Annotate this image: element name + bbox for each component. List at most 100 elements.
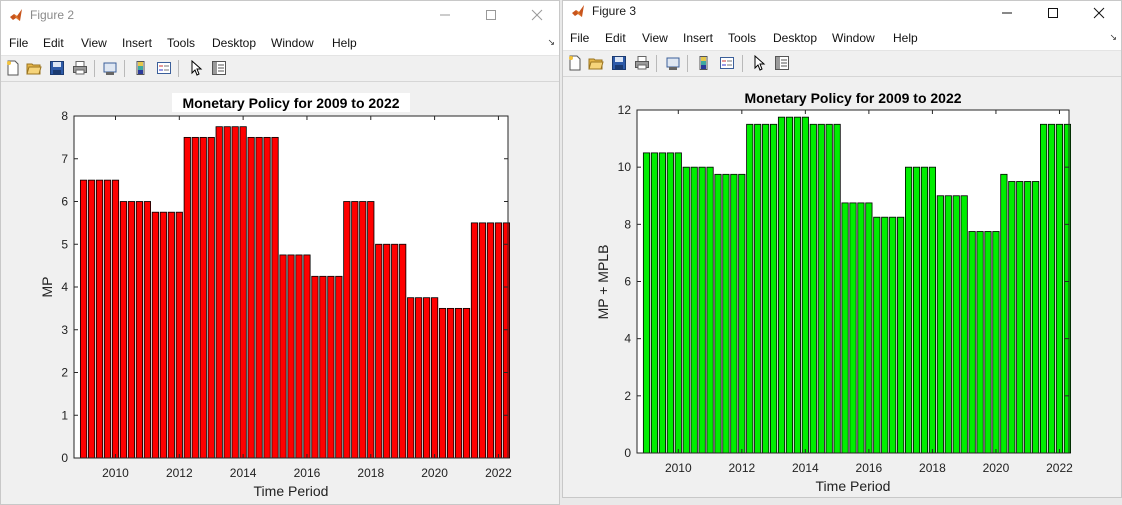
menu-bar: File Edit View Insert Tools Desktop Wind…	[1, 29, 559, 56]
insert-colorbar-button[interactable]	[695, 54, 713, 72]
bar	[706, 166, 714, 454]
edit-plot-button[interactable]	[750, 54, 768, 72]
save-disk-icon	[612, 56, 626, 70]
figure-2-window: Figure 2 File Edit View Insert Tools Des…	[0, 0, 560, 505]
bar	[494, 222, 503, 459]
close-button[interactable]	[1076, 1, 1121, 24]
link-plot-button[interactable]	[101, 59, 119, 77]
print-button[interactable]	[71, 59, 89, 77]
menu-desktop[interactable]: Desktop	[212, 36, 257, 50]
bar	[905, 166, 913, 454]
x-tick-label: 2014	[230, 466, 257, 480]
bar	[367, 201, 375, 459]
menu-file[interactable]: File	[9, 36, 29, 50]
y-tick-label: 6	[61, 195, 68, 209]
insert-legend-button[interactable]	[155, 59, 173, 77]
bar	[287, 254, 295, 459]
bar	[809, 123, 817, 454]
bar	[303, 254, 311, 459]
menu-tools[interactable]: Tools	[728, 31, 757, 45]
bar	[984, 231, 992, 454]
close-icon	[1093, 7, 1105, 18]
bar	[231, 126, 239, 459]
bar	[135, 201, 144, 459]
new-figure-button[interactable]	[4, 59, 22, 77]
close-button[interactable]	[514, 1, 559, 29]
print-button[interactable]	[633, 54, 651, 72]
bar	[462, 307, 471, 459]
insert-colorbar-button[interactable]	[132, 59, 150, 77]
menu-edit[interactable]: Edit	[605, 31, 626, 45]
open-file-button[interactable]	[25, 59, 43, 77]
y-tick-label: 5	[61, 237, 68, 251]
open-folder-icon	[26, 63, 42, 75]
bar	[327, 275, 335, 459]
maximize-button[interactable]	[468, 1, 514, 29]
property-editor-icon	[775, 56, 789, 70]
menu-edit[interactable]: Edit	[43, 36, 64, 50]
save-button[interactable]	[610, 54, 628, 72]
bar	[183, 136, 191, 459]
bar	[666, 152, 674, 454]
y-tick-label: 0	[624, 446, 631, 460]
menu-window[interactable]: Window	[832, 31, 875, 45]
bar	[383, 243, 391, 459]
open-file-button[interactable]	[587, 54, 605, 72]
bar	[936, 195, 944, 454]
legend-icon	[720, 57, 734, 69]
bar	[881, 216, 889, 454]
x-tick-label: 2016	[856, 461, 883, 475]
new-file-icon	[7, 60, 19, 76]
bar	[746, 123, 754, 454]
maximize-button[interactable]	[1030, 1, 1076, 24]
menu-help[interactable]: Help	[893, 31, 918, 45]
menu-insert[interactable]: Insert	[683, 31, 714, 45]
title-bar[interactable]: Figure 2	[1, 1, 559, 29]
bar	[1055, 123, 1064, 454]
save-button[interactable]	[48, 59, 66, 77]
bar	[841, 202, 849, 454]
menu-view[interactable]: View	[642, 31, 668, 45]
legend-icon	[157, 62, 171, 74]
bar-chart[interactable]: 2010 2012 2014 2016 2018 2020 2022 0 2 4 6 8 10 12 Mo…	[563, 77, 1122, 498]
y-axis-label: MP	[39, 277, 55, 298]
minimize-icon	[440, 14, 450, 16]
edit-plot-button[interactable]	[187, 59, 205, 77]
menu-tools[interactable]: Tools	[167, 36, 196, 50]
insert-legend-button[interactable]	[718, 54, 736, 72]
property-inspector-button[interactable]	[773, 54, 791, 72]
dock-arrow-icon[interactable]: ↘	[547, 37, 555, 47]
menu-desktop[interactable]: Desktop	[773, 31, 818, 45]
y-tick-label: 8	[624, 217, 631, 231]
bar-chart[interactable]: 2010 2012 2014 2016 2018 2020 2022 0 1 2 3 4 5 6 7 8 Mo…	[1, 82, 560, 505]
menu-window[interactable]: Window	[271, 36, 314, 50]
menu-file[interactable]: File	[570, 31, 590, 45]
link-plot-button[interactable]	[664, 54, 682, 72]
menu-insert[interactable]: Insert	[122, 36, 153, 50]
bar	[199, 136, 207, 459]
bar	[359, 201, 367, 459]
minimize-button[interactable]	[422, 1, 468, 29]
bar	[944, 195, 952, 454]
title-bar[interactable]: Figure 3	[563, 1, 1121, 24]
x-tick-label: 2012	[166, 466, 193, 480]
dock-arrow-icon[interactable]: ↘	[1109, 32, 1117, 42]
new-figure-button[interactable]	[566, 54, 584, 72]
figure-toolbar	[563, 51, 1121, 77]
printer-icon	[635, 56, 649, 70]
bar	[151, 211, 159, 459]
bar	[833, 123, 841, 454]
y-tick-label: 1	[61, 408, 68, 422]
property-inspector-button[interactable]	[210, 59, 228, 77]
menu-help[interactable]: Help	[332, 36, 357, 50]
figure-3-window: Figure 3 File Edit View Insert Tools Des…	[562, 0, 1122, 498]
bar	[849, 202, 857, 454]
minimize-button[interactable]	[984, 1, 1030, 24]
bar	[399, 243, 407, 459]
y-tick-label: 4	[61, 280, 68, 294]
x-axis-label: Time Period	[254, 483, 329, 499]
x-tick-label: 2018	[357, 466, 384, 480]
bar	[79, 179, 88, 459]
bar	[1000, 173, 1008, 454]
menu-view[interactable]: View	[81, 36, 107, 50]
